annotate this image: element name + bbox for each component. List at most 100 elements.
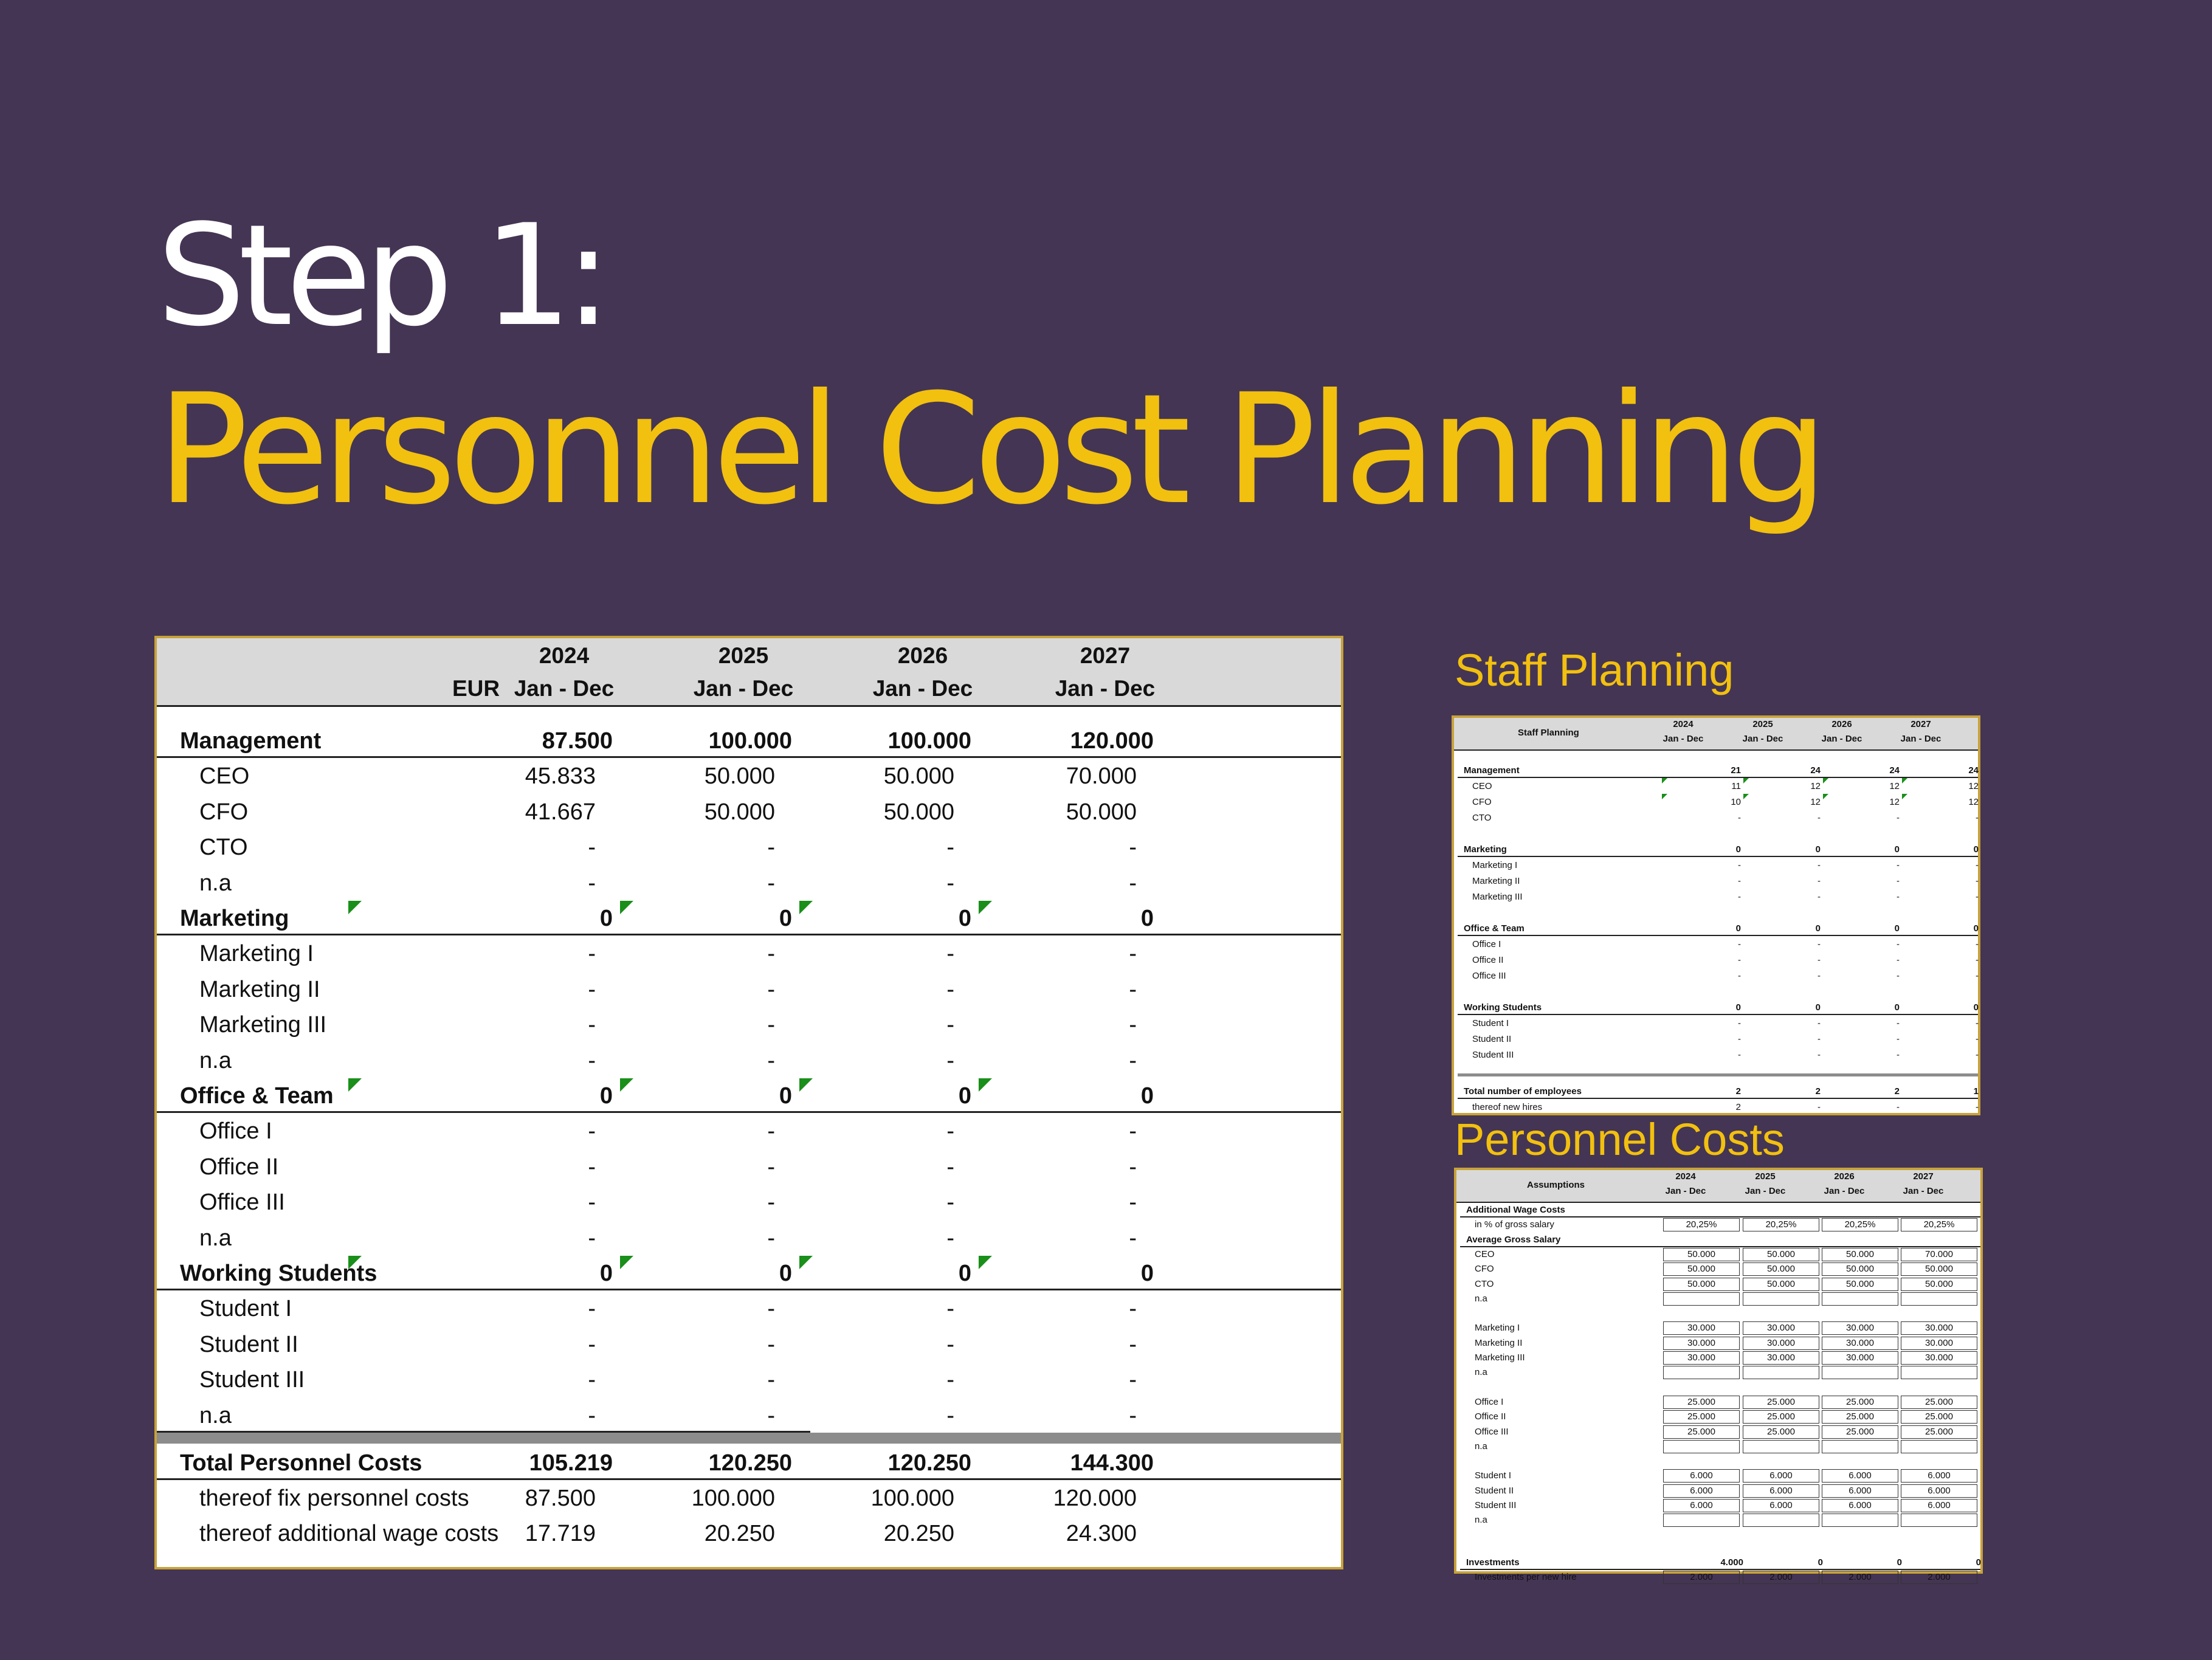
- cell-value: -: [1817, 955, 1821, 965]
- row-label: thereof fix personnel costs: [199, 1486, 469, 1511]
- cell-value: 0: [958, 1083, 971, 1109]
- section-label: Average Gross Salary: [1466, 1234, 1561, 1245]
- cell-value: -: [588, 1367, 596, 1393]
- cell-value: 120.000: [1053, 1486, 1137, 1511]
- cell-value: 21: [1731, 765, 1741, 776]
- cell-value: 87.500: [542, 728, 613, 754]
- input-cell: 70.000: [1901, 1247, 1977, 1261]
- input-cell: 50.000: [1901, 1262, 1977, 1276]
- cell-value: -: [1129, 1367, 1137, 1393]
- cell-value: -: [1738, 1050, 1741, 1060]
- row-label: Office III: [1472, 971, 1506, 981]
- row-label: Office III: [199, 1190, 285, 1216]
- cell-value: -: [767, 870, 775, 896]
- row-label: CEO: [1472, 781, 1492, 791]
- period-header: Jan - Dec: [693, 676, 794, 701]
- input-cell: 2.000: [1901, 1570, 1977, 1584]
- row-label: CFO: [1472, 797, 1492, 807]
- cell-value: -: [588, 1296, 596, 1322]
- staff-header: Staff Planning 2024 Jan - Dec 2025 Jan - Dec…: [1454, 718, 1978, 751]
- row-divider: [1460, 1245, 1980, 1247]
- year-header: 2024: [1675, 1171, 1696, 1182]
- input-cell: 50.000: [1743, 1277, 1819, 1291]
- input-cell: 30.000: [1743, 1321, 1819, 1335]
- input-cell: 50.000: [1663, 1247, 1740, 1261]
- cell-value: 4.000: [1720, 1557, 1743, 1568]
- cell-value: 12: [1810, 781, 1821, 791]
- cell-value: -: [767, 1012, 775, 1038]
- staff-planning-table: Staff Planning 2024 Jan - Dec 2025 Jan - Dec…: [1452, 715, 1980, 1115]
- cell-value: 70.000: [1066, 763, 1137, 790]
- cell-value: -: [1129, 941, 1137, 967]
- slide-title-step: Step 1:: [157, 195, 612, 357]
- cell-value: 0: [1973, 844, 1979, 855]
- input-marker-icon: [1743, 778, 1749, 784]
- row-divider: [1458, 856, 1978, 857]
- cell-value: 50.000: [704, 799, 775, 825]
- row-label: Office II: [1475, 1411, 1506, 1422]
- input-cell: 25.000: [1663, 1410, 1740, 1424]
- cell-value: -: [1897, 971, 1900, 981]
- input-cell: 6.000: [1901, 1469, 1977, 1483]
- cell-value: -: [1738, 813, 1741, 823]
- panel-header-label: Staff Planning: [1518, 728, 1579, 738]
- row-divider: [157, 1111, 1341, 1113]
- cell-value: 41.667: [525, 799, 596, 825]
- input-cell: [1822, 1514, 1898, 1527]
- table-header: EUR 2024 Jan - Dec 2025 Jan - Dec 2026 Jan - D…: [157, 638, 1341, 707]
- row-label: n.a: [1475, 1515, 1487, 1526]
- period-header: Jan - Dec: [514, 676, 615, 701]
- period-header: Jan - Dec: [1055, 676, 1156, 701]
- cell-value: 24: [1810, 765, 1821, 776]
- cell-value: -: [1976, 1102, 1979, 1112]
- cell-value: 100.000: [870, 1486, 954, 1511]
- input-cell: 6.000: [1822, 1469, 1898, 1483]
- cell-value: 120.250: [708, 1450, 792, 1476]
- cell-value: -: [1738, 955, 1741, 965]
- row-label: Office I: [1472, 939, 1501, 949]
- input-marker-icon: [1902, 778, 1907, 784]
- cell-value: 12: [1889, 797, 1900, 807]
- cell-value: -: [1897, 892, 1900, 902]
- input-cell: 50.000: [1663, 1277, 1740, 1291]
- cell-value: 105.219: [529, 1450, 613, 1476]
- cell-value: 50.000: [704, 763, 775, 790]
- cell-value: -: [1738, 1034, 1741, 1044]
- input-cell: 50.000: [1822, 1247, 1898, 1261]
- period-header: Jan - Dec: [1665, 1186, 1706, 1196]
- cell-value: -: [1738, 939, 1741, 949]
- cell-value: -: [1897, 860, 1900, 870]
- cell-value: 24: [1889, 765, 1900, 776]
- input-cell: 50.000: [1822, 1277, 1898, 1291]
- row-label: Office II: [1472, 955, 1504, 965]
- row-label: Student I: [1472, 1018, 1509, 1028]
- cell-value: 0: [958, 1261, 971, 1286]
- cell-value: -: [1738, 1018, 1741, 1028]
- input-cell: 25.000: [1822, 1410, 1898, 1424]
- input-cell: 25.000: [1901, 1395, 1977, 1409]
- input-cell: 50.000: [1743, 1247, 1819, 1261]
- cell-value: -: [1976, 813, 1979, 823]
- cell-value: -: [767, 1118, 775, 1145]
- cell-value: 0: [1735, 844, 1741, 855]
- row-label: in % of gross salary: [1475, 1219, 1554, 1230]
- cell-value: 20.250: [883, 1521, 954, 1547]
- year-header: 2027: [1080, 643, 1131, 668]
- section-label: Management: [1464, 765, 1520, 776]
- row-label: n.a: [199, 1047, 232, 1073]
- cell-value: -: [1817, 971, 1821, 981]
- cell-value: -: [588, 835, 596, 861]
- section-label: Working Students: [180, 1261, 377, 1286]
- input-marker-icon: [799, 901, 813, 914]
- period-header: Jan - Dec: [1824, 1186, 1865, 1196]
- personnel-costs-table: Assumptions 2024 Jan - Dec 2025 Jan - Dec 202…: [1454, 1168, 1983, 1584]
- cell-value: -: [588, 1047, 596, 1073]
- cell-value: -: [946, 1331, 954, 1357]
- input-cell: 6.000: [1822, 1484, 1898, 1498]
- period-header: Jan - Dec: [1742, 734, 1783, 744]
- input-cell: 20,25%: [1743, 1218, 1819, 1232]
- section-label: Total number of employees: [1464, 1086, 1582, 1097]
- row-label: Office III: [1475, 1426, 1509, 1437]
- input-cell: [1822, 1292, 1898, 1306]
- cell-value: -: [1738, 876, 1741, 886]
